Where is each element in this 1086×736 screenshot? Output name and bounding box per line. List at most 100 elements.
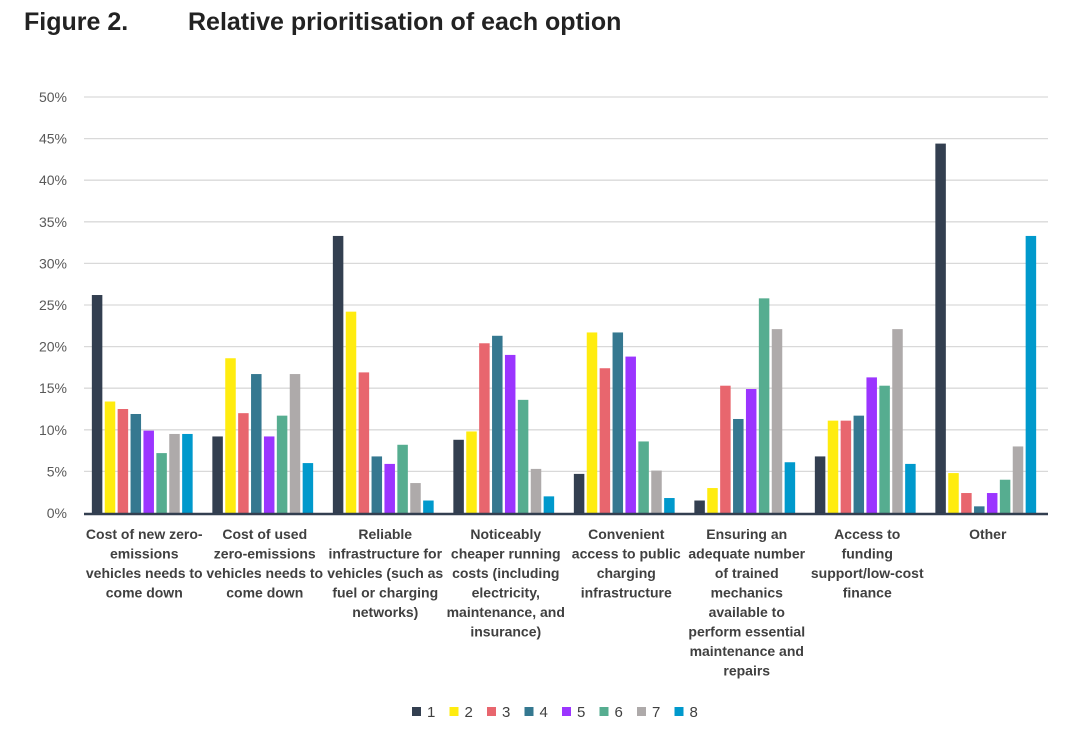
- bar-series-4: [853, 415, 865, 513]
- x-tick-label: vehicles needs to: [206, 565, 323, 581]
- x-tick-label: Ensuring an: [706, 526, 787, 542]
- x-tick-label: perform essential: [688, 624, 805, 640]
- bar-series-8: [543, 496, 555, 513]
- x-tick-label: fuel or charging: [332, 585, 438, 601]
- x-tick-label: come down: [226, 585, 303, 601]
- x-tick-label: cheaper running: [451, 546, 561, 562]
- bar-series-4: [492, 335, 503, 513]
- x-tick-label: Reliable: [358, 526, 412, 542]
- bar-series-1: [91, 295, 103, 513]
- bar-series-8: [784, 462, 796, 513]
- x-tick-label: insurance): [470, 624, 541, 640]
- bar-series-8: [905, 463, 916, 513]
- y-tick-label: 30%: [39, 255, 67, 271]
- bar-series-1: [694, 500, 705, 513]
- bar-series-6: [397, 444, 408, 513]
- y-tick-label: 35%: [39, 214, 67, 230]
- bar-series-3: [720, 385, 731, 513]
- legend-swatch-4: [524, 707, 534, 716]
- x-tick-label: finance: [843, 585, 892, 601]
- bar-series-5: [866, 377, 877, 513]
- bar-series-5: [504, 354, 516, 513]
- bar-series-5: [143, 430, 154, 513]
- bar-series-5: [384, 463, 395, 513]
- bar-series-1: [573, 473, 585, 513]
- x-tick-label: adequate number: [688, 546, 805, 562]
- x-tick-label: access to public: [572, 546, 681, 562]
- legend-swatch-1: [412, 707, 421, 716]
- x-tick-label: emissions: [110, 546, 179, 562]
- bar-series-5: [745, 389, 757, 513]
- bar-series-2: [827, 420, 839, 513]
- legend-label-4: 4: [540, 704, 548, 721]
- x-tick-label: available to: [709, 604, 785, 620]
- bar-series-8: [664, 498, 675, 513]
- bar-series-4: [733, 418, 744, 513]
- y-tick-label: 20%: [39, 339, 67, 355]
- bar-series-5: [986, 493, 998, 513]
- legend-label-2: 2: [465, 704, 473, 721]
- x-tick-label: Noticeably: [470, 526, 541, 542]
- bar-series-6: [517, 399, 529, 513]
- bar-series-7: [892, 329, 903, 513]
- bar-series-6: [999, 479, 1011, 513]
- bar-series-1: [814, 456, 826, 513]
- legend-swatch-5: [562, 707, 571, 716]
- bar-series-6: [638, 441, 649, 513]
- bar-series-3: [599, 368, 611, 513]
- x-tick-label: vehicles (such as: [327, 565, 443, 581]
- bar-series-8: [1025, 235, 1037, 513]
- bar-series-1: [453, 439, 464, 513]
- bar-series-3: [238, 413, 249, 513]
- bar-series-4: [251, 374, 262, 513]
- x-tick-label: maintenance and: [690, 643, 804, 659]
- x-tick-label: networks): [352, 604, 418, 620]
- x-tick-label: charging: [597, 565, 656, 581]
- x-tick-label: of trained: [715, 565, 779, 581]
- bar-series-1: [332, 235, 344, 513]
- bar-series-6: [758, 298, 770, 513]
- bar-series-6: [156, 453, 167, 513]
- bar-series-6: [276, 415, 288, 513]
- bar-series-3: [961, 493, 972, 513]
- legend-swatch-2: [449, 707, 459, 716]
- figure-title: Figure 2. Relative prioritisation of each…: [24, 8, 621, 37]
- bar-series-4: [612, 332, 624, 513]
- x-tick-label: mechanics: [711, 585, 784, 601]
- x-tick-label: infrastructure: [581, 585, 672, 601]
- bar-series-7: [410, 483, 421, 513]
- bar-series-1: [935, 143, 946, 514]
- bar-series-2: [948, 473, 959, 513]
- bar-series-5: [263, 436, 275, 513]
- legend-swatch-8: [674, 707, 684, 716]
- x-tick-label: electricity,: [472, 585, 540, 601]
- legend-label-3: 3: [502, 704, 510, 721]
- legend-swatch-7: [637, 707, 646, 716]
- legend-label-1: 1: [427, 704, 435, 721]
- legend-label-6: 6: [615, 704, 623, 721]
- bar-series-4: [371, 456, 383, 513]
- bar-series-2: [466, 431, 477, 513]
- bar-series-3: [479, 343, 490, 513]
- y-tick-label: 10%: [39, 422, 67, 438]
- bar-series-3: [117, 409, 129, 513]
- x-tick-label: maintenance, and: [447, 604, 565, 620]
- bar-series-7: [771, 329, 783, 513]
- figure-number: Figure 2.: [24, 8, 129, 36]
- legend-swatch-6: [599, 707, 609, 716]
- legend-swatch-3: [487, 707, 496, 716]
- bar-series-4: [130, 413, 142, 513]
- bar-series-2: [225, 358, 236, 513]
- x-tick-label: costs (including: [452, 565, 559, 581]
- y-tick-label: 5%: [47, 463, 67, 479]
- y-tick-label: 50%: [39, 89, 67, 105]
- bar-series-7: [651, 470, 662, 513]
- y-tick-label: 0%: [47, 505, 67, 521]
- figure-heading: Relative prioritisation of each option: [188, 8, 622, 36]
- legend-label-8: 8: [690, 704, 698, 721]
- bar-series-7: [1012, 446, 1024, 513]
- legend-label-7: 7: [652, 704, 660, 721]
- x-tick-label: Cost of new zero-: [86, 526, 203, 542]
- x-tick-label: Cost of used: [222, 526, 307, 542]
